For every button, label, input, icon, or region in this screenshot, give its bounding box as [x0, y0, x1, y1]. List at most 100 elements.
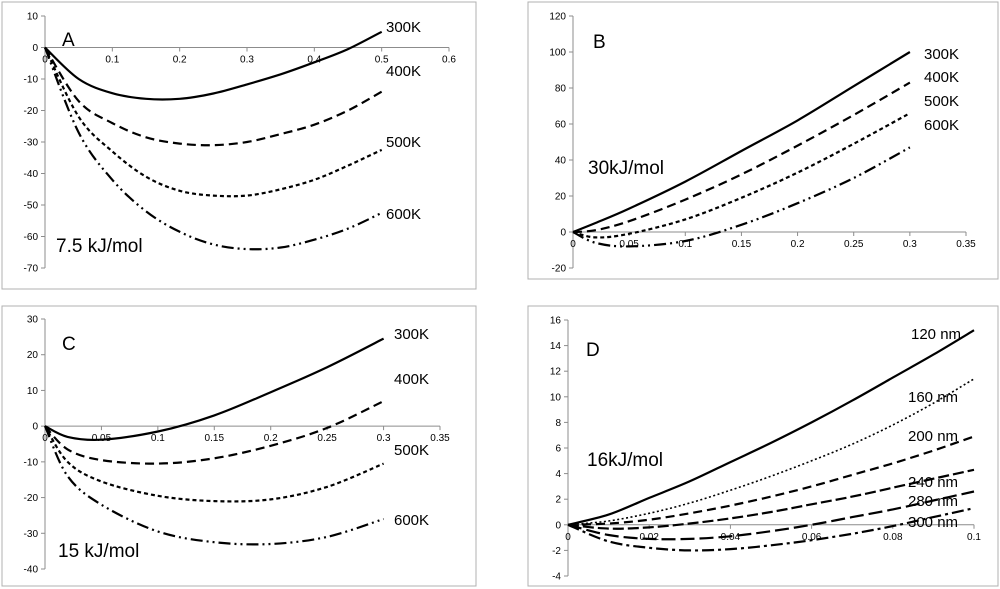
y-tick-label: 40	[555, 156, 567, 167]
y-tick-label: -50	[24, 201, 39, 212]
y-tick-label: 120	[549, 12, 566, 23]
series-label: 300K	[924, 46, 959, 63]
panel-b-annotation: 30kJ/mol	[588, 158, 664, 179]
x-tick-label: 0.06	[802, 532, 822, 543]
panel-a-annotation: 7.5 kJ/mol	[56, 236, 143, 257]
series-line-200-nm	[567, 435, 975, 526]
series-label: 280 nm	[908, 493, 958, 510]
series-line-400k	[44, 400, 385, 465]
y-tick-label: 2	[555, 495, 561, 506]
series-label: 400K	[924, 69, 959, 86]
y-tick-label: 6	[555, 444, 561, 455]
panel-a: 100-10-20-30-40-50-60-700 0.1 0.2 0.3 0.4 0.5…	[1, 1, 477, 290]
y-tick-label: 0	[32, 422, 38, 433]
y-tick-label: 20	[27, 350, 39, 361]
series-label: 400K	[386, 63, 421, 80]
x-tick-label: 0.3	[377, 433, 391, 444]
series-label: 200 nm	[908, 428, 958, 445]
y-tick-label: 60	[555, 120, 567, 131]
y-tick-label: 12	[550, 367, 562, 378]
y-tick-label: 100	[549, 48, 566, 59]
series-label: 600K	[386, 206, 421, 223]
series-line-280-nm	[567, 490, 975, 541]
y-tick-label: -40	[24, 565, 39, 576]
y-tick-label: 10	[27, 12, 39, 23]
y-tick-label: 80	[555, 84, 567, 95]
series-label: 160 nm	[908, 389, 958, 406]
panel-b-letter: B	[593, 32, 606, 53]
y-tick-label: -10	[24, 457, 39, 468]
series-line-240-nm	[567, 468, 975, 530]
y-tick-label: 14	[550, 341, 562, 352]
x-tick-label: 0.3	[903, 239, 917, 250]
series-label: 500K	[386, 134, 421, 151]
panel-c-frame	[1, 305, 477, 587]
y-tick-label: -2	[552, 546, 561, 557]
y-tick-label: 0	[560, 228, 566, 239]
x-tick-label: 0.15	[732, 239, 752, 250]
y-tick-label: 8	[555, 418, 561, 429]
x-tick-label: 0.25	[844, 239, 864, 250]
y-tick-label: 16	[550, 316, 562, 327]
x-tick-label: 0.15	[205, 433, 225, 444]
panel-a-axes: 100-10-20-30-40-50-60-700 0.1 0.2 0.3 0.4 0.5…	[24, 12, 457, 275]
series-line-500k	[44, 47, 383, 198]
x-tick-label: 0.05	[619, 239, 639, 250]
x-tick-label: 0.08	[883, 532, 903, 543]
series-label: 300K	[386, 19, 421, 36]
y-tick-label: 20	[555, 192, 567, 203]
y-tick-label: 0	[32, 43, 38, 54]
series-line-300-nm	[567, 507, 975, 552]
y-tick-label: 10	[550, 392, 562, 403]
x-tick-label: 0.2	[791, 239, 805, 250]
x-tick-label: 0.25	[317, 433, 337, 444]
x-tick-label: 0.6	[442, 55, 456, 66]
x-tick-label: 0.2	[264, 433, 278, 444]
x-tick-label: 0.02	[639, 532, 659, 543]
x-tick-label: 0.35	[430, 433, 450, 444]
y-tick-label: 30	[27, 315, 39, 326]
x-tick-label: 0.2	[173, 55, 187, 66]
x-tick-label: 0	[565, 532, 571, 543]
x-tick-label: 0.4	[307, 55, 321, 66]
y-tick-label: -20	[24, 106, 39, 117]
series-line-500k	[44, 425, 385, 503]
series-line-120-nm	[567, 329, 975, 526]
panel-c-annotation: 15 kJ/mol	[58, 541, 139, 562]
panel-c-letter: C	[62, 334, 76, 355]
series-label: 600K	[924, 117, 959, 134]
series-line-300k	[44, 337, 385, 442]
y-tick-label: -4	[552, 572, 561, 583]
panel-d-annotation: 16kJ/mol	[587, 450, 663, 471]
y-tick-label: 10	[27, 386, 39, 397]
y-tick-label: -30	[24, 138, 39, 149]
x-tick-label: 0	[570, 239, 576, 250]
y-tick-label: -60	[24, 232, 39, 243]
y-tick-label: -40	[24, 169, 39, 180]
panel-a-frame	[1, 1, 477, 290]
series-line-300k	[44, 30, 383, 101]
series-label: 300 nm	[908, 514, 958, 531]
series-label: 120 nm	[911, 326, 961, 343]
y-tick-label: -10	[24, 75, 39, 86]
panel-d-letter: D	[586, 340, 600, 361]
series-line-600k	[43, 47, 383, 251]
y-tick-label: 0	[555, 520, 561, 531]
series-line-500k	[572, 112, 911, 239]
series-line-300k	[572, 51, 911, 234]
x-tick-label: 0.1	[151, 433, 165, 444]
y-tick-label: -20	[552, 264, 567, 275]
x-tick-label: 0	[42, 433, 48, 444]
x-tick-label: 0.3	[240, 55, 254, 66]
panel-a-letter: A	[62, 30, 75, 51]
series-label: 300K	[394, 326, 429, 343]
series-label: 240 nm	[908, 474, 958, 491]
x-tick-label: 0.5	[375, 55, 389, 66]
panel-b-axes: 120 100 80 60 40 20 0 -20 0 0.05 0.1 0.15 0.2 0.25 0.3…	[549, 12, 976, 275]
x-tick-label: 0.35	[956, 239, 976, 250]
series-label: 500K	[394, 442, 429, 459]
x-tick-label: 0.1	[967, 532, 981, 543]
